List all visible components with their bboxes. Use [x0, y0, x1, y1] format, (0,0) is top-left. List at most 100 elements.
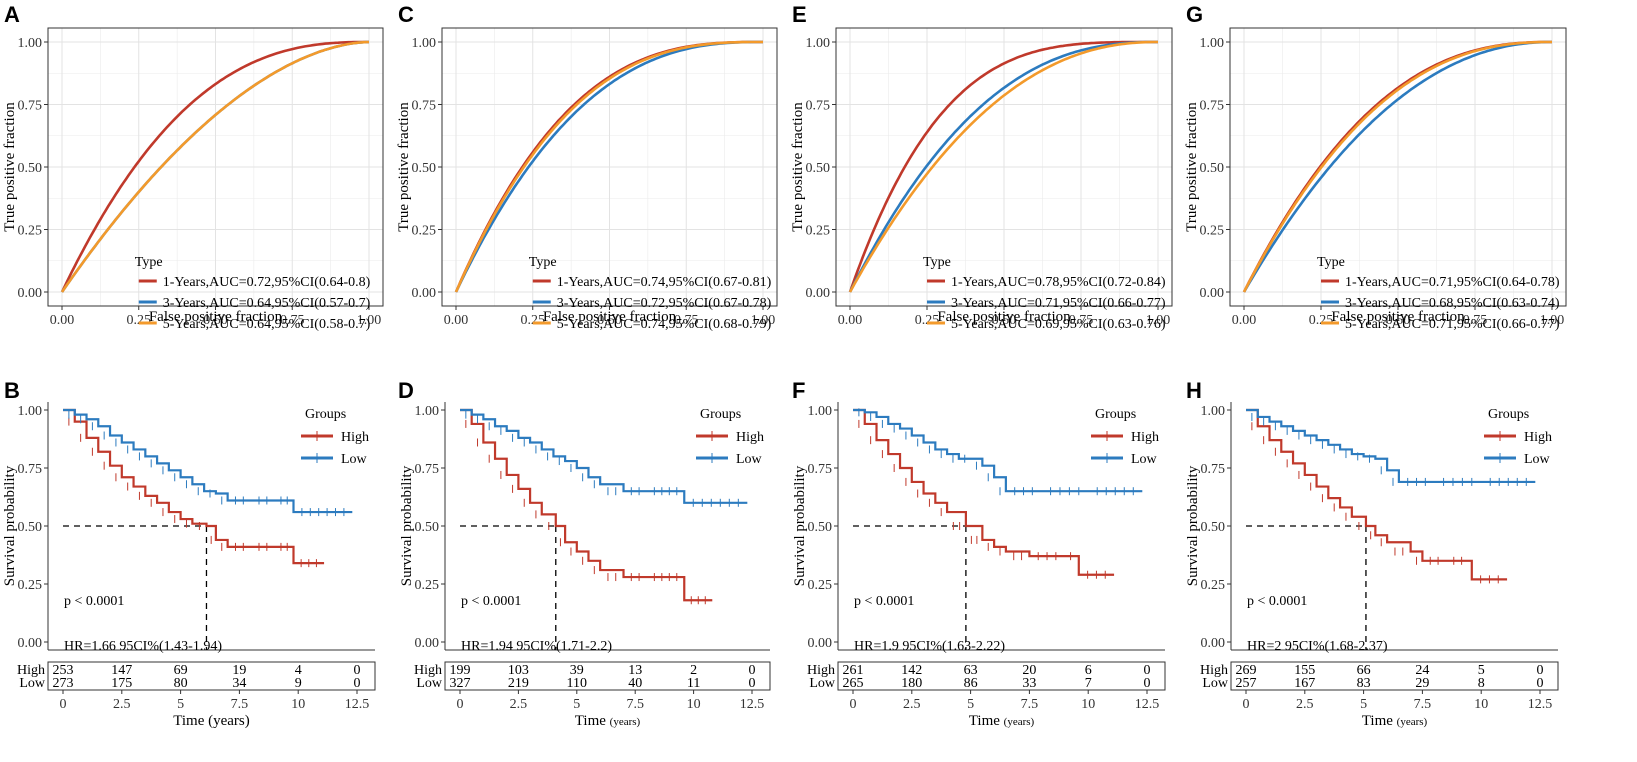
risk-x-tick-label: 7.5 [1021, 697, 1039, 712]
roc-legend-entry: 1-Years,AUC=0.78,95%CI(0.72-0.84) [951, 275, 1166, 290]
km-x-axis-title-main: Time [969, 713, 1004, 729]
roc-y-tick-label: 0.75 [806, 99, 831, 114]
km-y-tick-label: 0.75 [18, 462, 43, 477]
roc-curve-1-year [60, 40, 369, 293]
risk-count: 4 [295, 663, 302, 678]
roc-legend-title: Type [923, 255, 951, 270]
roc-x-tick-label: 0.50 [597, 313, 622, 328]
roc-panel-border [1229, 27, 1567, 307]
km-y-tick-label: 0.50 [808, 520, 833, 535]
risk-x-tick-label: 10 [1474, 697, 1488, 712]
roc-y-tick-label: 0.25 [1200, 224, 1225, 239]
roc-y-tick-label: 0.25 [412, 224, 437, 239]
km-curve-high [1246, 408, 1508, 581]
km-x-axis-title: Time (years) [969, 713, 1035, 729]
panel-label-C: C [398, 2, 414, 27]
km-y-tick-label: 0.75 [808, 462, 833, 477]
km-legend-title: Groups [305, 407, 346, 422]
km-y-tick-label: 0.50 [18, 520, 43, 535]
risk-count: 257 [1236, 676, 1257, 691]
risk-count: 29 [1415, 676, 1429, 691]
panel-label-E: E [792, 2, 807, 27]
risk-x-tick-label: 7.5 [626, 697, 644, 712]
km-curve-low [853, 408, 1143, 493]
km-y-tick-label: 0.00 [1201, 636, 1226, 651]
km-y-tick-label: 0.75 [1201, 462, 1226, 477]
km-curve-low [1246, 408, 1536, 484]
risk-count: 13 [628, 663, 642, 678]
roc-panel-border [47, 27, 384, 307]
roc-curve-1-year [848, 40, 1158, 293]
risk-table-group-label: Low [19, 676, 46, 691]
km-legend-entry: High [1131, 430, 1159, 445]
roc-y-tick-label: 0.50 [1200, 161, 1225, 176]
hazard-ratio-label: HR=1.66 95CI%(1.43-1.94) [64, 639, 222, 654]
panel-label-D: D [398, 378, 414, 403]
km-x-axis-title: Time (years) [173, 713, 250, 729]
risk-count: 34 [232, 676, 246, 691]
risk-count: 0 [1144, 676, 1151, 691]
km-y-tick-label: 0.00 [18, 636, 43, 651]
km-curve-high [460, 408, 713, 602]
km-y-tick-label: 1.00 [1201, 404, 1226, 419]
km-legend-entry: Low [736, 452, 763, 467]
roc-y-tick-label: 0.75 [412, 99, 437, 114]
roc-y-tick-label: 0.50 [806, 161, 831, 176]
risk-x-tick-label: 12.5 [740, 697, 765, 712]
km-legend-title: Groups [1488, 407, 1529, 422]
km-y-axis-title: Survival probability [399, 465, 415, 586]
risk-count: 110 [567, 676, 587, 691]
km-y-tick-label: 0.25 [415, 578, 440, 593]
risk-table-group-label: High [807, 663, 835, 678]
roc-y-tick-label: 0.50 [412, 161, 437, 176]
risk-x-tick-label: 2.5 [113, 697, 131, 712]
roc-y-tick-label: 0.25 [18, 224, 43, 239]
km-x-axis-title-main: Time [575, 713, 610, 729]
km-y-tick-label: 0.25 [808, 578, 833, 593]
roc-x-tick-label: 0.25 [1309, 313, 1334, 328]
roc-x-axis-title: False positive fraction [543, 309, 677, 325]
roc-x-tick-label: 0.25 [915, 313, 940, 328]
risk-count: 175 [111, 676, 132, 691]
km-x-axis-title-unit: (years) [1397, 716, 1428, 728]
roc-x-axis-title: False positive fraction [937, 309, 1071, 325]
risk-count: 261 [843, 663, 864, 678]
roc-y-tick-label: 0.75 [1200, 99, 1225, 114]
risk-count: 39 [570, 663, 584, 678]
risk-x-tick-label: 2.5 [510, 697, 528, 712]
risk-x-tick-label: 0 [1243, 697, 1250, 712]
risk-count: 0 [1537, 676, 1544, 691]
risk-count: 66 [1357, 663, 1371, 678]
risk-x-tick-label: 5 [967, 697, 974, 712]
risk-count: 0 [1537, 663, 1544, 678]
roc-legend-entry: 5-Years,AUC=0.74,95%CI(0.68-0.79) [557, 317, 772, 332]
risk-count: 0 [1144, 663, 1151, 678]
roc-x-tick-label: 0.00 [838, 313, 863, 328]
km-legend-entry: High [736, 430, 764, 445]
risk-count: 219 [508, 676, 529, 691]
panel-label-H: H [1186, 378, 1202, 403]
risk-x-tick-label: 0 [850, 697, 857, 712]
risk-x-tick-label: 12.5 [1528, 697, 1553, 712]
risk-table-border [1230, 661, 1559, 691]
risk-x-tick-label: 12.5 [1135, 697, 1160, 712]
hazard-ratio-label: HR=1.94 95CI%(1.71-2.2) [461, 639, 612, 654]
roc-x-tick-label: 0.50 [992, 313, 1017, 328]
risk-x-tick-label: 10 [1081, 697, 1095, 712]
km-y-axis-title: Survival probability [1185, 465, 1201, 586]
km-y-axis-title: Survival probability [792, 465, 808, 586]
roc-y-tick-label: 1.00 [18, 36, 43, 51]
roc-legend-title: Type [135, 255, 163, 270]
risk-count: 86 [964, 676, 978, 691]
risk-count: 269 [1236, 663, 1257, 678]
roc-legend-entry: 1-Years,AUC=0.72,95%CI(0.64-0.8) [163, 275, 371, 290]
risk-count: 33 [1022, 676, 1036, 691]
risk-count: 0 [354, 663, 361, 678]
risk-table-border [47, 661, 376, 691]
roc-legend-entry: 5-Years,AUC=0.71,95%CI(0.66-0.77) [1345, 317, 1560, 332]
roc-x-tick-label: 1.00 [357, 313, 382, 328]
risk-count: 83 [1357, 676, 1371, 691]
panel-label-B: B [4, 378, 20, 403]
km-y-tick-label: 0.50 [415, 520, 440, 535]
